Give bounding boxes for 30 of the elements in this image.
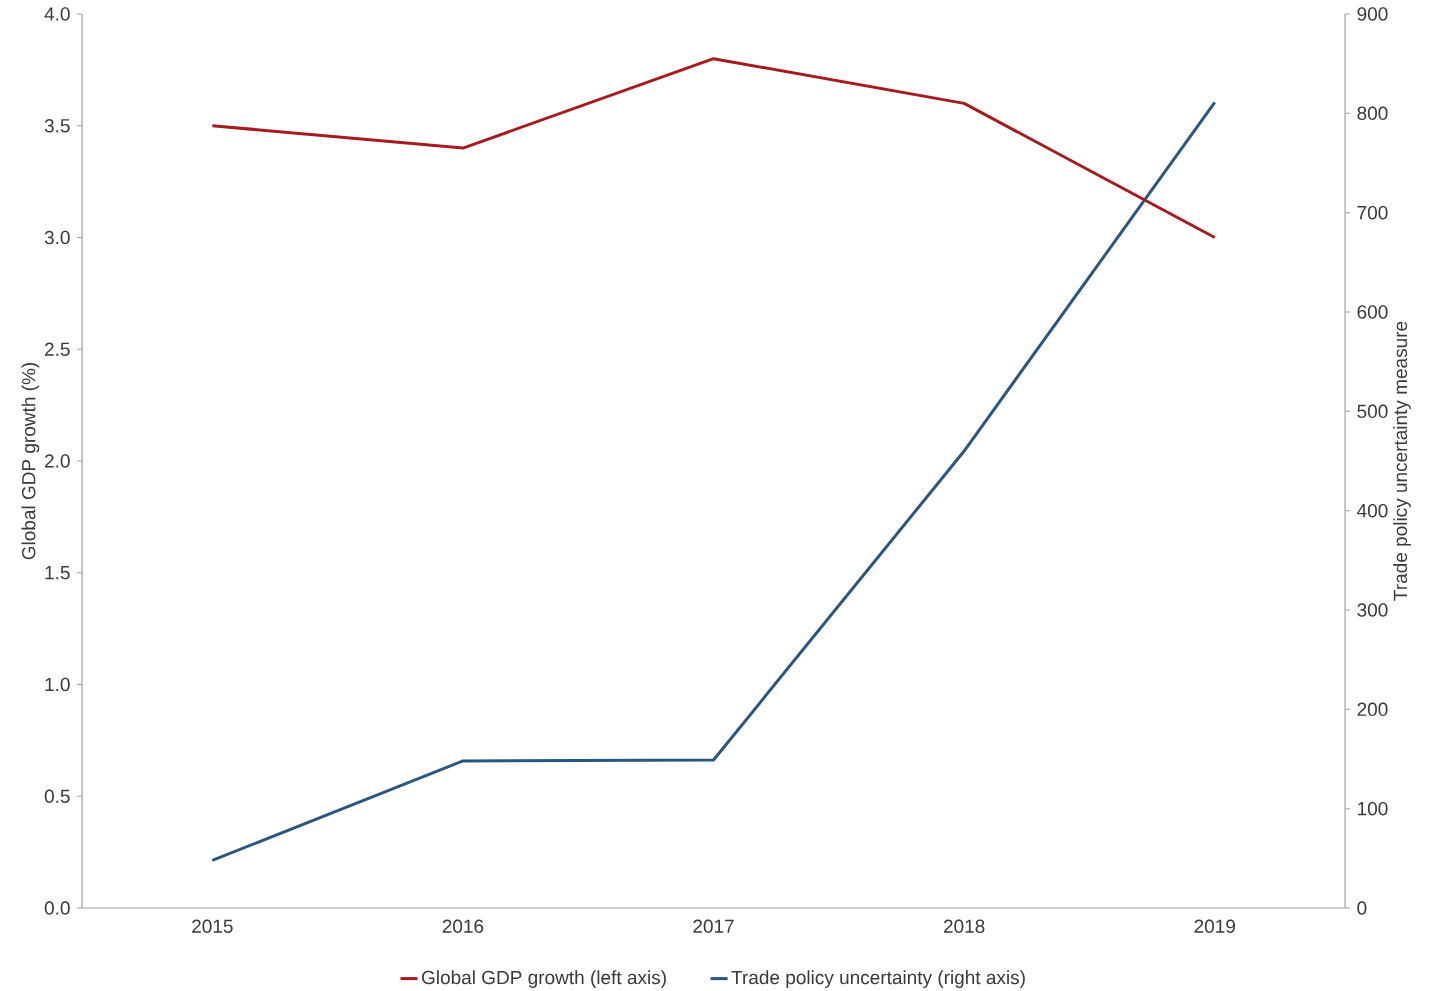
- x-tick-label: 2015: [192, 919, 233, 934]
- y-tick-label: 1.5: [45, 566, 70, 580]
- y-tick-label: 1.0: [45, 677, 70, 692]
- y-tick-label: 2.5: [45, 342, 70, 357]
- y2-tick-label: 600: [1357, 305, 1388, 319]
- legend-label: Trade policy uncertainty (right axis): [731, 970, 1025, 989]
- y-axis-title: Global GDP growth (%): [21, 362, 40, 560]
- legend-label: Global GDP growth (left axis): [422, 970, 666, 989]
- y2-tick-label: 0: [1357, 901, 1367, 915]
- y2-tick-label: 400: [1357, 503, 1388, 518]
- y2-tick-label: 800: [1357, 106, 1388, 121]
- y-tick-label: 3.0: [44, 230, 70, 245]
- y2-tick-label: 100: [1358, 801, 1388, 816]
- y2-tick-label: 200: [1357, 702, 1388, 717]
- y2-axis-title: Trade policy uncertainty measure: [1393, 321, 1411, 601]
- y2-tick-label: 300: [1357, 603, 1388, 617]
- y-tick-label: 0.5: [44, 789, 70, 804]
- x-tick-label: 2019: [1194, 919, 1235, 934]
- x-tick-label: 2018: [943, 919, 985, 934]
- y-tick-label: 2.0: [45, 454, 70, 468]
- y2-tick-label: 500: [1357, 404, 1388, 419]
- y-tick-label: 0.0: [44, 901, 70, 915]
- y-tick-label: 4.0: [44, 7, 70, 21]
- y2-tick-label: 900: [1357, 7, 1388, 21]
- y-tick-label: 3.5: [44, 119, 70, 133]
- line-series: [210, 57, 1217, 240]
- line-series: [210, 100, 1217, 862]
- x-tick-label: 2017: [693, 919, 734, 934]
- y2-tick-label: 700: [1357, 205, 1388, 220]
- x-tick-label: 2016: [442, 919, 484, 934]
